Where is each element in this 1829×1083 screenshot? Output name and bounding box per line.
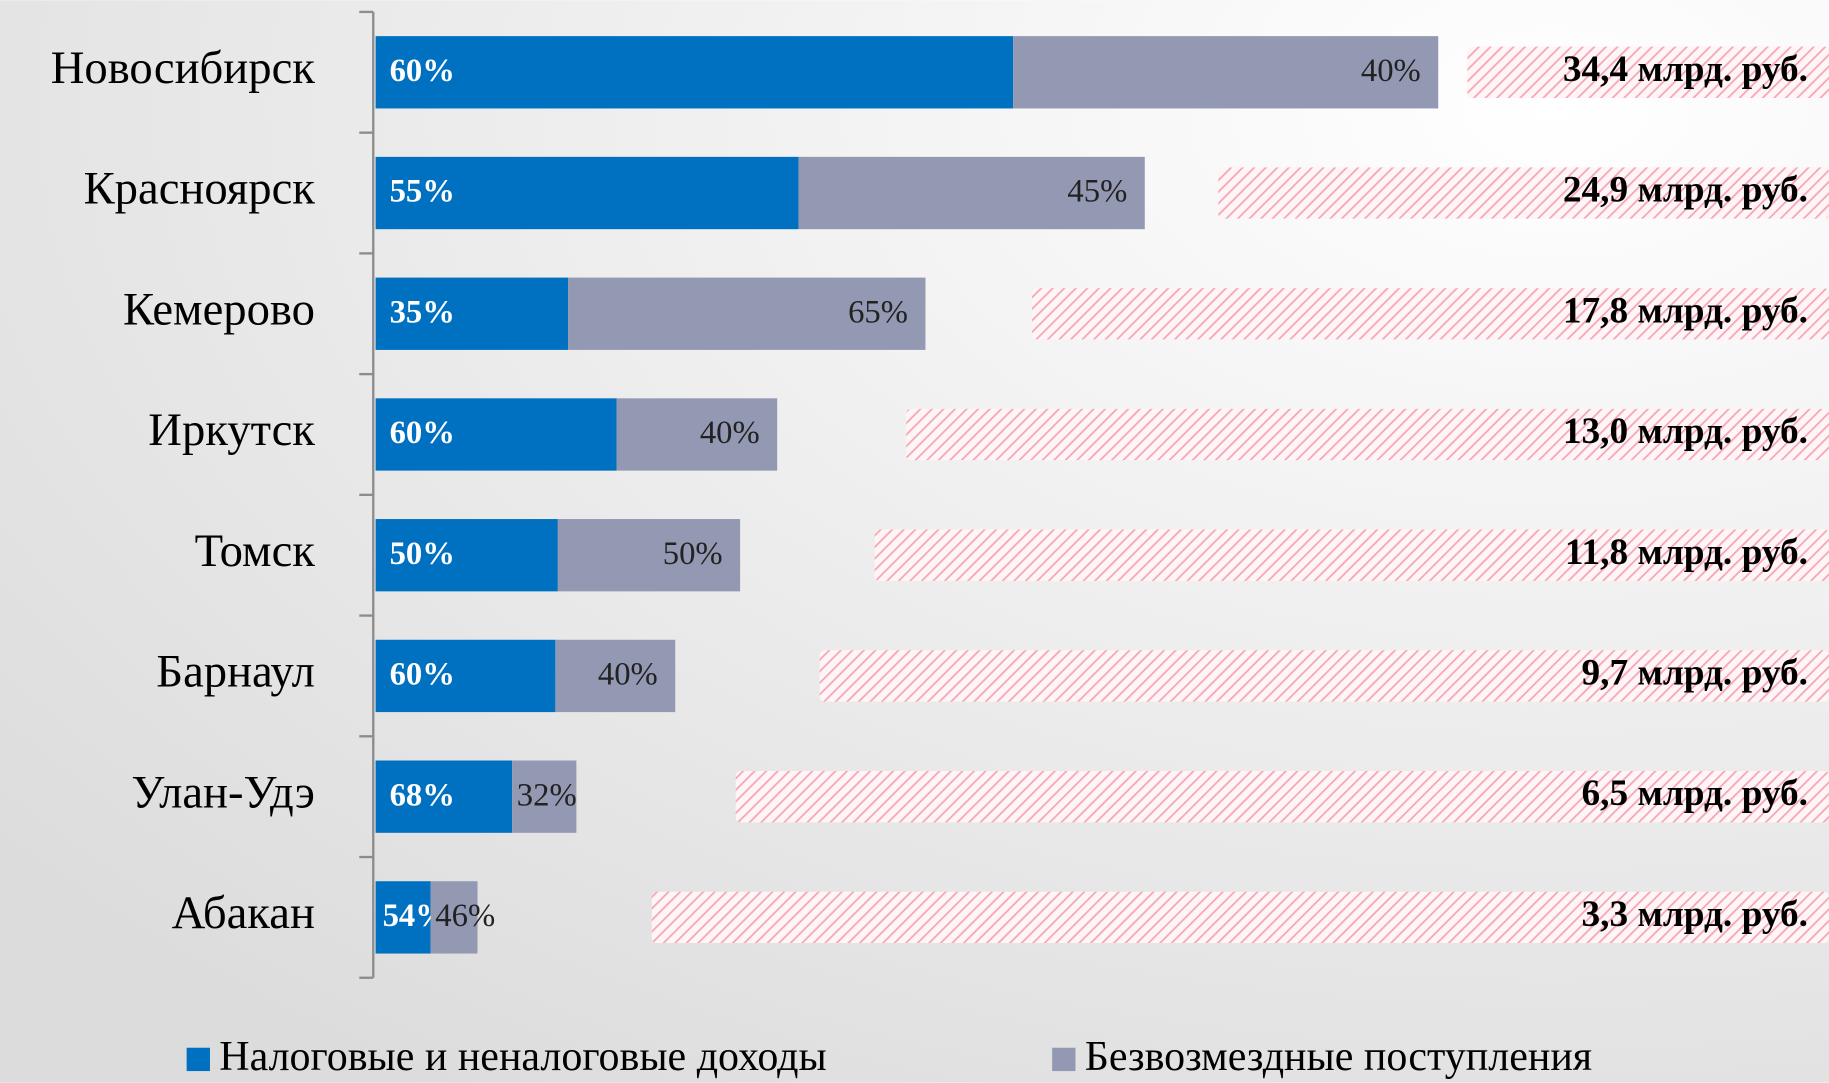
total-label: 17,8 млрд. руб. [1563, 290, 1808, 331]
total-bar [1467, 46, 1829, 98]
y-tick-label: Красноярск [84, 163, 316, 215]
total-bar [819, 650, 1829, 702]
total-label: 24,9 млрд. руб. [1563, 170, 1808, 211]
legend-label: Налоговые и неналоговые доходы [219, 1034, 826, 1080]
bar-segment [616, 398, 778, 471]
bar-segment [557, 519, 741, 592]
total-bar [651, 891, 1829, 944]
bar-label: 40% [700, 415, 760, 451]
total-bar [1218, 167, 1829, 219]
bar-segment [568, 277, 926, 350]
bar-label: 40% [1361, 53, 1421, 89]
bar-label: 60% [390, 657, 455, 693]
y-tick-label: Новосибирск [51, 42, 316, 94]
bar-segment [375, 156, 799, 230]
bar-label: 68% [390, 777, 455, 813]
bar-label: 50% [390, 536, 455, 572]
y-tick-label: Томск [195, 525, 316, 577]
bar-label: 32% [517, 777, 577, 813]
y-tick-label: Абакан [172, 887, 315, 939]
total-bar [1032, 288, 1829, 340]
bar-segment [375, 760, 513, 833]
legend-swatch [1052, 1047, 1076, 1072]
total-label: 13,0 млрд. руб. [1563, 411, 1808, 452]
total-bar [906, 408, 1829, 461]
total-label: 6,5 млрд. руб. [1581, 773, 1808, 814]
bar-label: 45% [1067, 174, 1127, 210]
legend-label: Безвозмездные поступления [1085, 1034, 1592, 1080]
total-label: 9,7 млрд. руб. [1581, 652, 1808, 693]
bar-segment [375, 398, 617, 471]
legend-swatch [186, 1047, 210, 1072]
bar-segment [375, 519, 558, 592]
bar-label: 55% [390, 174, 455, 210]
bar-label: 35% [390, 294, 455, 330]
bar-label: 46% [435, 898, 495, 934]
bar-segment [1013, 36, 1439, 109]
y-tick-label: Иркутск [148, 404, 315, 456]
bar-label: 65% [848, 294, 908, 330]
bar-label: 60% [390, 415, 455, 451]
bar-label: 40% [598, 657, 658, 693]
bar-label: 60% [390, 53, 455, 89]
bar-segment [375, 277, 569, 350]
y-tick-label: Улан-Удэ [131, 766, 315, 818]
bar-segment [430, 881, 478, 954]
total-bar [874, 529, 1829, 581]
total-label: 3,3 млрд. руб. [1581, 894, 1808, 935]
bar-segment [375, 639, 556, 713]
bar-segment [512, 760, 577, 833]
bar-label: 50% [663, 536, 723, 572]
total-label: 11,8 млрд. руб. [1565, 532, 1808, 573]
bar-segment [555, 639, 676, 713]
total-label: 34,4 млрд. руб. [1563, 49, 1808, 90]
bar-segment [798, 156, 1145, 230]
y-tick-label: Барнаул [156, 646, 315, 698]
y-tick-label: Кемерово [123, 283, 315, 335]
total-bar [735, 770, 1829, 823]
bar-segment [375, 881, 431, 954]
bar-segment [375, 36, 1014, 109]
